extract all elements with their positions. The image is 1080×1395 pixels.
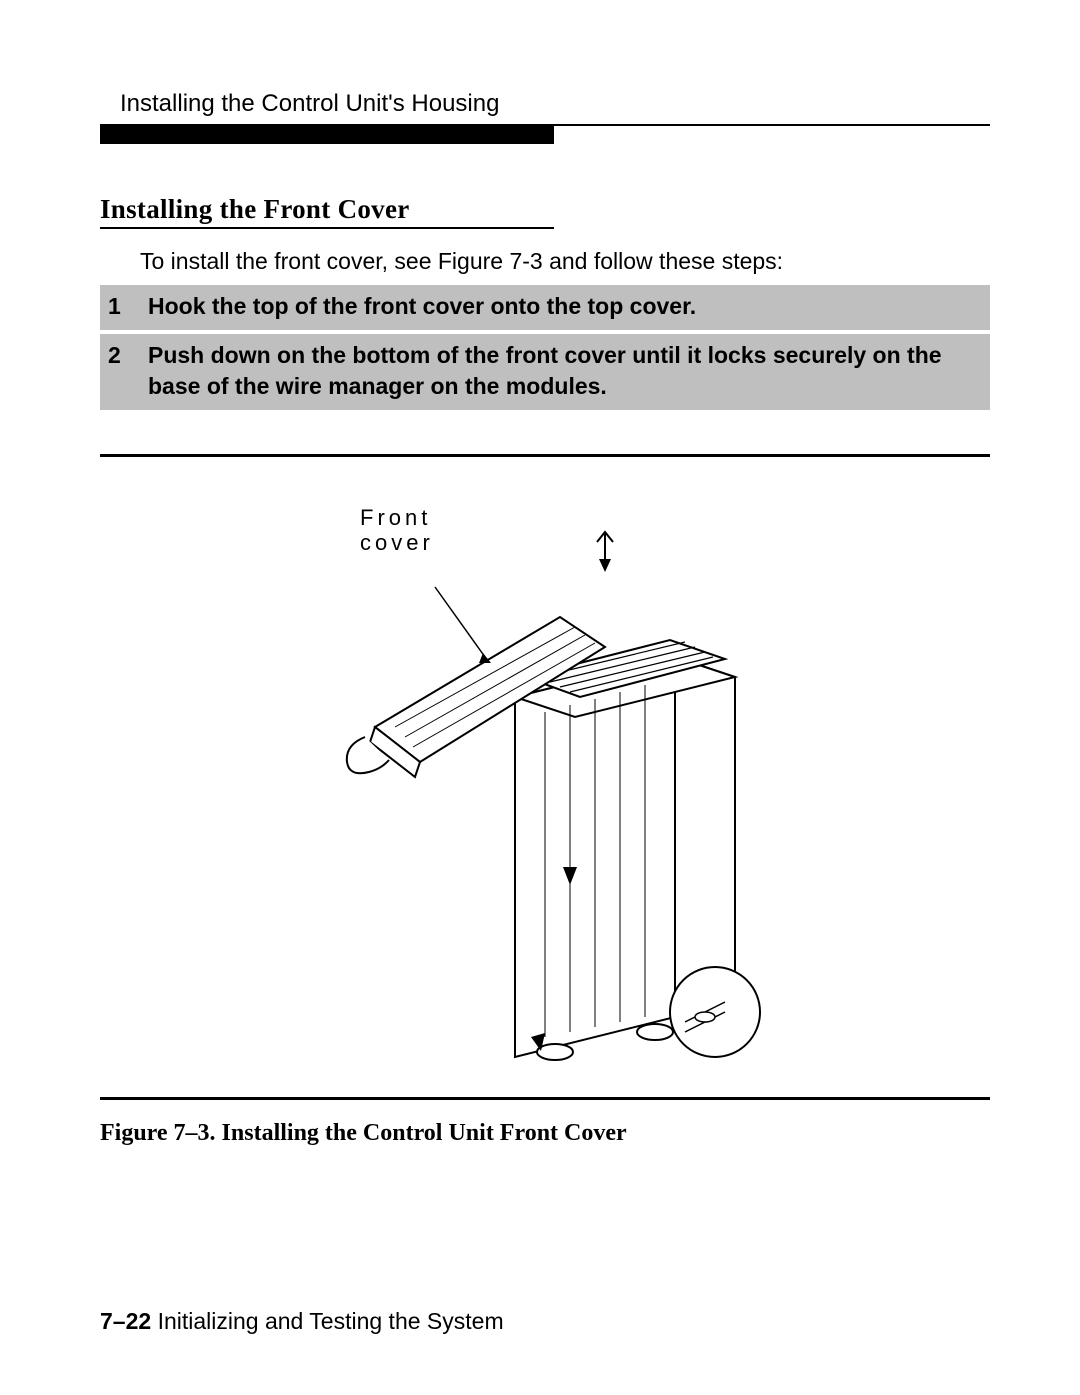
footer-chapter: Initializing and Testing the System	[158, 1308, 504, 1334]
step-number: 2	[108, 340, 126, 402]
section-title-rule	[100, 227, 554, 229]
figure-callout-label: Front cover	[360, 505, 460, 556]
step-text: Hook the top of the front cover onto the…	[148, 291, 980, 322]
header-blackbar	[100, 126, 554, 144]
step-text: Push down on the bottom of the front cov…	[148, 340, 980, 402]
intro-text: To install the front cover, see Figure 7…	[140, 247, 990, 277]
figure-block: Front cover	[100, 454, 990, 1147]
figure-area: Front cover	[100, 457, 990, 1097]
page-number: 7–22	[100, 1308, 151, 1334]
figure-label-line2: cover	[360, 530, 434, 555]
page-footer: 7–22 Initializing and Testing the System	[100, 1308, 504, 1335]
section-title: Installing the Front Cover	[100, 194, 990, 225]
step-number: 1	[108, 291, 126, 322]
figure-bottom-rule	[100, 1097, 990, 1100]
figure-label-line1: Front	[360, 505, 431, 530]
running-head: Installing the Control Unit's Housing	[120, 90, 990, 118]
figure-caption: Figure 7–3. Installing the Control Unit …	[100, 1120, 990, 1147]
step-row: 2 Push down on the bottom of the front c…	[100, 334, 990, 410]
step-row: 1 Hook the top of the front cover onto t…	[100, 285, 990, 330]
figure-illustration	[305, 477, 785, 1077]
page: Installing the Control Unit's Housing In…	[0, 0, 1080, 1395]
